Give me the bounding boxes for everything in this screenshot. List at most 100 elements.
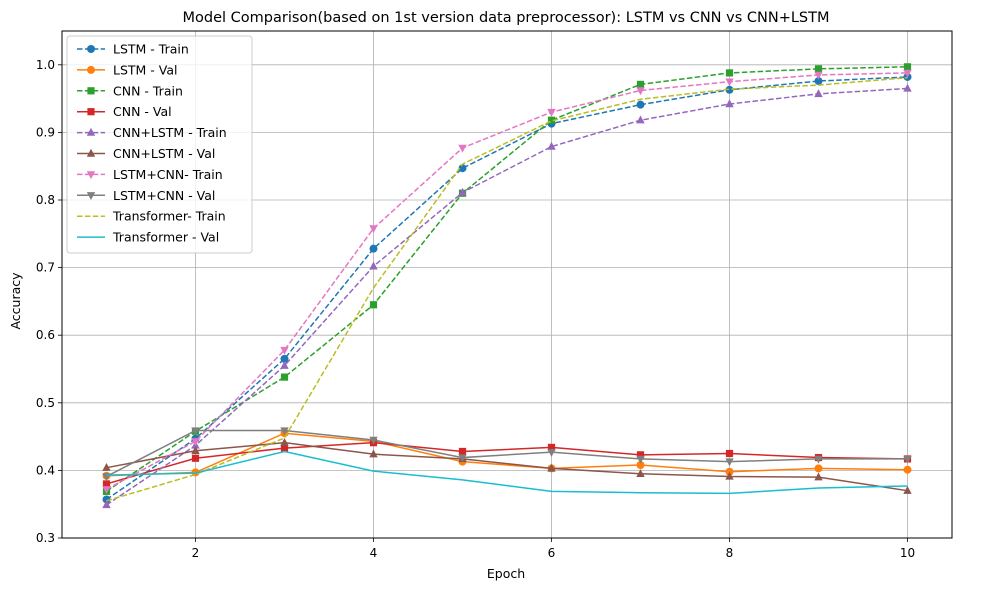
data-point bbox=[636, 80, 645, 89]
data-point bbox=[280, 444, 289, 452]
data-point bbox=[814, 65, 823, 73]
data-point bbox=[725, 458, 734, 467]
data-point bbox=[636, 87, 645, 96]
data-point bbox=[547, 463, 556, 472]
legend-label: LSTM+CNN - Val bbox=[113, 188, 215, 203]
data-point bbox=[369, 301, 378, 309]
plot-frame bbox=[61, 30, 953, 539]
data-point bbox=[636, 460, 645, 469]
data-point bbox=[903, 69, 912, 78]
legend-label: CNN+LSTM - Train bbox=[113, 125, 227, 140]
y-tick-label: 0.5 bbox=[36, 396, 55, 410]
legend-item: CNN - Val bbox=[77, 104, 172, 119]
data-point bbox=[280, 427, 289, 436]
data-point bbox=[725, 85, 734, 94]
legend-label: Transformer- Train bbox=[112, 209, 226, 224]
legend-box bbox=[66, 35, 253, 254]
series-line bbox=[106, 72, 908, 490]
legend-marker bbox=[86, 171, 96, 180]
data-point bbox=[458, 164, 467, 173]
legend-item: Transformer - Val bbox=[77, 230, 219, 245]
data-point bbox=[636, 115, 645, 124]
y-tick-label: 0.6 bbox=[36, 328, 55, 342]
legend-marker bbox=[87, 65, 95, 74]
y-tick-label: 1.0 bbox=[36, 58, 55, 72]
x-tick-label: 8 bbox=[726, 546, 734, 560]
legend-label: CNN+LSTM - Val bbox=[113, 146, 215, 161]
data-point bbox=[191, 427, 200, 436]
data-point bbox=[814, 455, 823, 464]
chart-title: Model Comparison(based on 1st version da… bbox=[183, 10, 830, 26]
y-tick-label: 0.9 bbox=[36, 125, 55, 139]
data-point bbox=[903, 83, 912, 92]
data-point bbox=[458, 454, 467, 463]
x-tick-label: 10 bbox=[900, 546, 915, 560]
axis-ticks: 2 4 6 8 10 0.3 0.4 0.5 0.6 0.7 0.8 0.9 1.0 bbox=[36, 58, 915, 560]
series-8 bbox=[106, 76, 908, 502]
data-point bbox=[725, 449, 734, 458]
data-point bbox=[280, 373, 289, 381]
data-point bbox=[191, 454, 200, 462]
data-point bbox=[725, 467, 734, 476]
legend-item: LSTM - Val bbox=[77, 62, 178, 77]
data-point bbox=[458, 187, 467, 196]
series-6 bbox=[102, 69, 912, 495]
data-point bbox=[725, 69, 734, 77]
data-point bbox=[102, 480, 111, 488]
data-point bbox=[547, 116, 556, 124]
legend-label: CNN - Train bbox=[113, 83, 183, 98]
data-point bbox=[903, 63, 912, 71]
data-point bbox=[458, 447, 467, 456]
data-point bbox=[725, 99, 734, 108]
legend-label: LSTM+CNN- Train bbox=[113, 167, 223, 182]
legend-item: CNN - Train bbox=[77, 83, 183, 98]
data-point bbox=[636, 455, 645, 464]
data-point bbox=[547, 108, 556, 117]
y-tick-label: 0.7 bbox=[36, 261, 55, 275]
data-point bbox=[903, 485, 912, 494]
series-7 bbox=[102, 427, 912, 482]
data-point bbox=[725, 78, 734, 87]
data-point bbox=[369, 436, 378, 445]
series-9 bbox=[106, 450, 908, 495]
y-tick-label: 0.8 bbox=[36, 193, 55, 207]
x-axis-label: Epoch bbox=[487, 566, 525, 581]
series-line bbox=[106, 450, 908, 495]
y-tick-label: 0.3 bbox=[36, 531, 55, 545]
data-point bbox=[547, 443, 556, 452]
data-point bbox=[280, 360, 289, 369]
legend-marker bbox=[86, 127, 96, 136]
series-layer bbox=[102, 63, 912, 509]
data-point bbox=[458, 144, 467, 153]
series-line bbox=[106, 87, 908, 506]
x-tick-label: 6 bbox=[548, 546, 556, 560]
legend-item: Transformer- Train bbox=[77, 209, 226, 224]
data-point bbox=[369, 225, 378, 234]
data-point bbox=[636, 469, 645, 477]
data-point bbox=[102, 462, 111, 471]
legend-item: LSTM - Train bbox=[77, 42, 189, 57]
legend-marker bbox=[87, 87, 95, 95]
series-line bbox=[106, 429, 908, 478]
legend-label: LSTM - Train bbox=[113, 42, 189, 57]
x-tick-label: 2 bbox=[192, 546, 200, 560]
data-point bbox=[814, 71, 823, 80]
legend-item: LSTM+CNN- Train bbox=[77, 167, 223, 182]
data-point bbox=[102, 500, 111, 509]
y-axis-label: Accuracy bbox=[8, 272, 23, 330]
series-line bbox=[106, 76, 908, 502]
legend: LSTM - Train LSTM - Val CNN - Train CNN - V… bbox=[66, 35, 253, 254]
series-5 bbox=[102, 437, 912, 494]
data-point bbox=[280, 346, 289, 355]
legend-marker bbox=[87, 45, 95, 53]
series-4 bbox=[102, 83, 912, 509]
data-point bbox=[369, 449, 378, 458]
data-point bbox=[102, 495, 111, 504]
y-tick-label: 0.4 bbox=[36, 463, 55, 477]
data-point bbox=[725, 471, 734, 480]
data-point bbox=[636, 451, 645, 459]
legend-item: LSTM+CNN - Val bbox=[77, 188, 215, 203]
legend-label: CNN - Val bbox=[113, 104, 172, 119]
data-point bbox=[814, 464, 823, 473]
